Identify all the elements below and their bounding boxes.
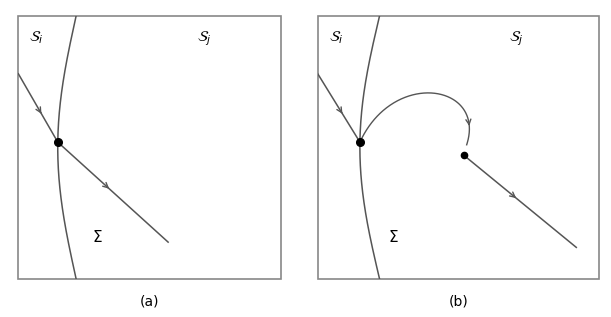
- Text: $\mathcal{S}_i$: $\mathcal{S}_i$: [29, 29, 43, 46]
- Text: $\mathcal{S}_i$: $\mathcal{S}_i$: [329, 29, 344, 46]
- Text: $\mathcal{S}_j$: $\mathcal{S}_j$: [509, 29, 524, 48]
- Text: $\Sigma$: $\Sigma$: [388, 229, 398, 245]
- Text: $\mathcal{S}_j$: $\mathcal{S}_j$: [197, 29, 212, 48]
- Text: (b): (b): [448, 295, 468, 309]
- Text: $\Sigma$: $\Sigma$: [92, 229, 103, 245]
- Text: (a): (a): [140, 295, 159, 309]
